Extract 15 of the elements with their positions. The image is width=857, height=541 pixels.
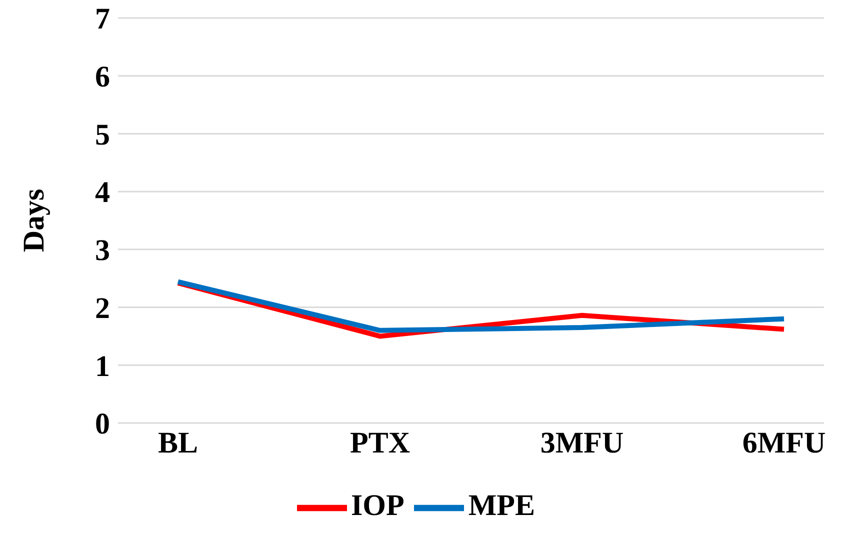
legend-label: IOP xyxy=(351,488,404,522)
y-tick-label: 3 xyxy=(95,234,110,268)
y-tick-label: 6 xyxy=(95,60,110,94)
x-tick-label: 3MFU xyxy=(540,426,624,460)
y-tick-label: 0 xyxy=(95,408,110,441)
y-tick-label: 2 xyxy=(95,292,110,325)
y-tick-label: 1 xyxy=(95,350,110,383)
x-tick-label: PTX xyxy=(350,426,410,460)
y-tick-label: 5 xyxy=(95,118,110,152)
y-tick-label: 4 xyxy=(95,176,110,210)
legend-label: MPE xyxy=(468,488,535,522)
y-axis-title: Days xyxy=(18,188,51,252)
x-tick-label: BL xyxy=(158,426,198,460)
x-tick-label: 6MFU xyxy=(742,426,826,460)
y-tick-label: 7 xyxy=(95,2,110,36)
